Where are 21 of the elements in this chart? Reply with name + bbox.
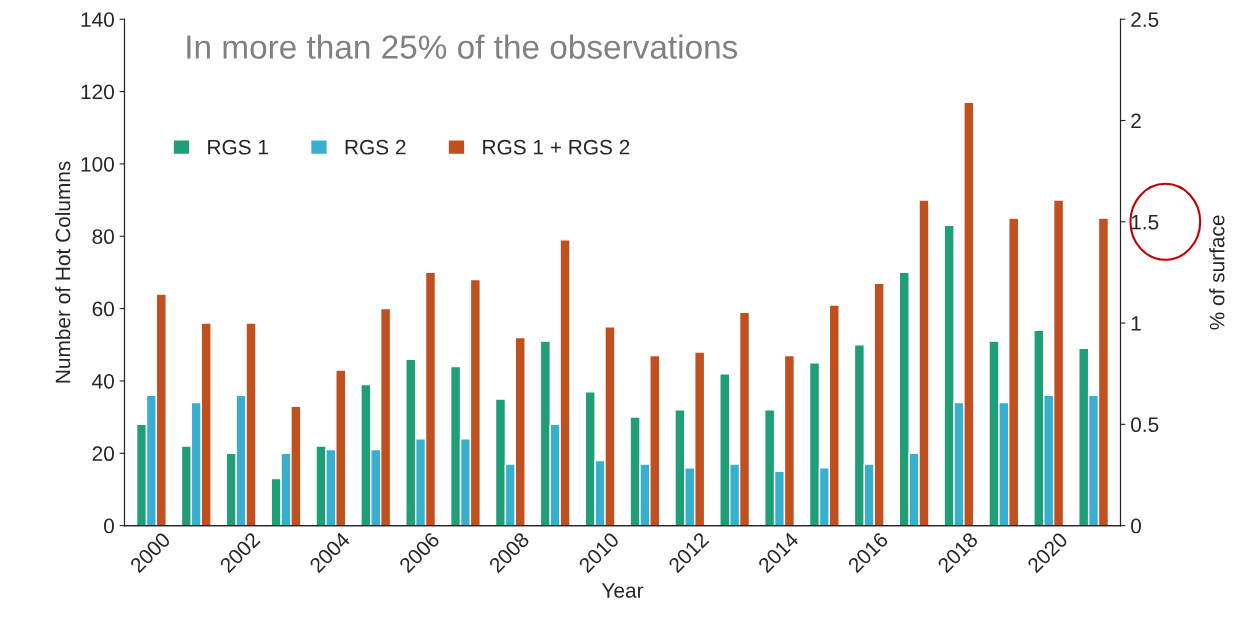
y-tick-label: 80 (92, 229, 114, 245)
y-tick-label: 140 (81, 12, 114, 27)
y2-tick-label: 2 (1131, 113, 1141, 129)
y-tick-label: 60 (92, 301, 114, 317)
y2-tick-label: 0 (1131, 518, 1141, 534)
y2-tick-label: 0.5 (1131, 417, 1159, 433)
y-axis-title: Number of Hot Columns (55, 161, 71, 383)
y-tick-label: 120 (81, 84, 114, 100)
y-tick-label: 0 (104, 518, 114, 534)
y-tick-label: 20 (92, 446, 114, 462)
legend-label: RGS 1 + RGS 2 (483, 139, 630, 155)
y-tick-label: 40 (92, 373, 114, 389)
y2-tick-label: 2.5 (1131, 12, 1159, 27)
y2-tick-label: 1 (1131, 316, 1141, 331)
y2-tick-label: 1.5 (1131, 215, 1159, 230)
chart-title: In more than 25% of the observations (187, 34, 738, 59)
x-axis-title: Year (601, 583, 644, 598)
legend-label: RGS 2 (345, 139, 406, 155)
legend-label: RGS 1 (208, 139, 268, 155)
y-tick-label: 100 (81, 156, 114, 172)
y2-axis-title: % of surface (1209, 215, 1225, 330)
